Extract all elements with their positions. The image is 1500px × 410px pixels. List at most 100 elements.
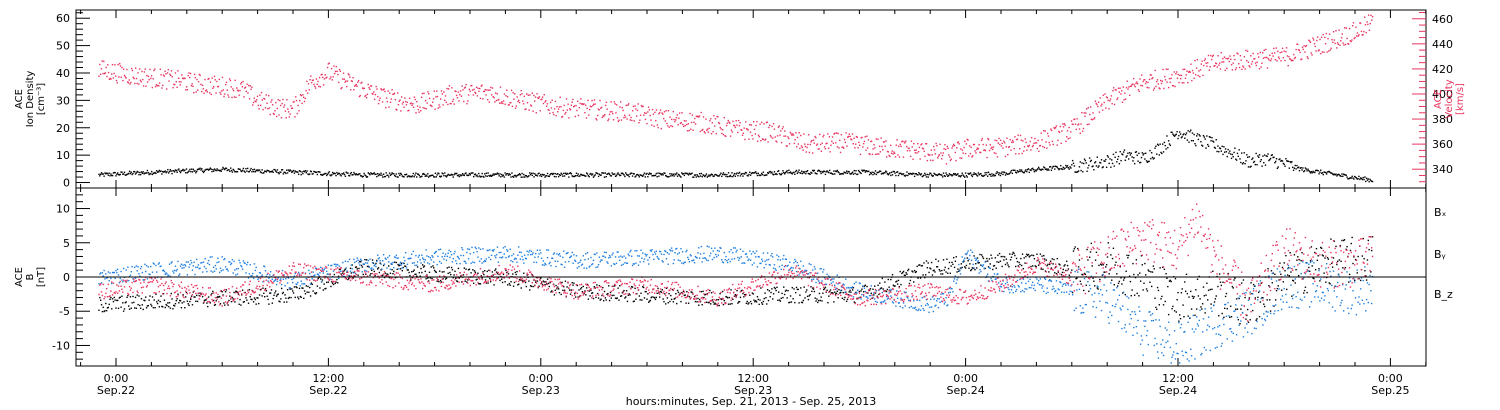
data-point bbox=[305, 89, 307, 92]
data-point bbox=[105, 173, 107, 175]
data-point bbox=[754, 133, 757, 135]
data-point bbox=[1045, 141, 1047, 143]
data-point bbox=[394, 277, 397, 279]
data-point bbox=[651, 175, 653, 177]
data-point bbox=[857, 147, 859, 149]
data-point bbox=[790, 301, 793, 303]
data-point bbox=[540, 282, 543, 284]
data-point bbox=[442, 104, 444, 106]
data-point bbox=[886, 156, 888, 158]
data-point bbox=[722, 172, 725, 174]
data-point bbox=[253, 297, 256, 299]
data-point bbox=[478, 283, 480, 285]
data-point bbox=[234, 171, 236, 173]
data-point bbox=[828, 295, 830, 297]
data-point bbox=[356, 173, 358, 176]
data-point bbox=[427, 173, 429, 175]
data-point bbox=[1049, 144, 1051, 146]
data-point bbox=[427, 280, 430, 282]
data-point bbox=[926, 159, 929, 162]
data-point bbox=[263, 265, 266, 268]
data-point bbox=[432, 101, 434, 103]
data-point bbox=[954, 151, 956, 154]
data-point bbox=[694, 300, 697, 303]
data-point bbox=[1137, 160, 1139, 162]
data-point bbox=[1203, 295, 1206, 297]
data-point bbox=[972, 143, 975, 146]
data-point bbox=[1232, 287, 1234, 289]
data-point bbox=[845, 300, 848, 303]
data-point bbox=[116, 172, 119, 174]
data-point bbox=[421, 92, 424, 95]
data-point bbox=[970, 268, 973, 271]
data-point bbox=[278, 300, 280, 302]
data-point bbox=[1065, 269, 1067, 272]
data-point bbox=[1270, 270, 1273, 272]
data-point bbox=[1177, 137, 1179, 140]
data-point bbox=[106, 75, 108, 78]
data-point bbox=[905, 145, 908, 148]
data-point bbox=[497, 99, 499, 101]
data-point bbox=[100, 68, 103, 70]
data-point bbox=[659, 290, 662, 293]
data-point bbox=[360, 175, 363, 177]
data-point bbox=[730, 289, 732, 291]
data-point bbox=[716, 175, 719, 177]
data-point bbox=[373, 91, 375, 93]
data-point bbox=[471, 89, 474, 91]
data-point bbox=[1161, 152, 1163, 155]
data-point bbox=[523, 272, 525, 274]
data-point bbox=[1280, 159, 1283, 162]
data-point bbox=[979, 253, 981, 256]
data-point bbox=[845, 172, 847, 174]
data-point bbox=[879, 282, 881, 284]
data-point bbox=[621, 172, 624, 174]
data-point bbox=[209, 92, 211, 94]
data-point bbox=[410, 279, 412, 281]
data-point bbox=[888, 173, 890, 175]
data-point bbox=[109, 175, 111, 177]
data-point bbox=[113, 72, 115, 75]
data-point bbox=[232, 298, 234, 300]
data-point bbox=[523, 173, 525, 176]
data-point bbox=[1129, 154, 1132, 156]
data-point bbox=[1353, 178, 1355, 180]
data-point bbox=[216, 85, 219, 88]
data-point bbox=[1013, 147, 1015, 150]
data-point bbox=[526, 102, 529, 104]
data-point bbox=[1159, 88, 1161, 90]
data-point bbox=[1078, 259, 1081, 261]
data-point bbox=[964, 266, 966, 268]
data-point bbox=[704, 132, 706, 134]
data-point bbox=[565, 173, 567, 175]
data-point bbox=[197, 264, 200, 266]
data-point bbox=[834, 132, 836, 134]
data-point bbox=[753, 172, 755, 174]
data-point bbox=[565, 98, 568, 100]
data-point bbox=[1230, 58, 1232, 61]
data-point bbox=[218, 295, 221, 298]
data-point bbox=[396, 109, 398, 111]
data-point bbox=[940, 273, 942, 275]
data-point bbox=[527, 175, 529, 178]
data-point bbox=[946, 145, 948, 148]
data-point bbox=[429, 175, 432, 177]
data-point bbox=[1094, 162, 1096, 164]
data-point bbox=[992, 265, 995, 267]
data-point bbox=[712, 175, 714, 178]
data-point bbox=[255, 266, 257, 269]
data-point bbox=[976, 257, 979, 259]
data-point bbox=[1124, 98, 1127, 100]
data-point bbox=[840, 173, 842, 175]
data-point bbox=[294, 116, 296, 118]
data-point bbox=[1016, 260, 1019, 263]
data-point bbox=[1052, 263, 1054, 265]
data-point bbox=[291, 288, 293, 290]
data-point bbox=[286, 282, 289, 284]
data-point bbox=[515, 105, 518, 107]
data-point bbox=[352, 173, 354, 176]
data-point bbox=[591, 173, 594, 175]
data-point bbox=[363, 87, 365, 90]
data-point bbox=[427, 91, 429, 93]
